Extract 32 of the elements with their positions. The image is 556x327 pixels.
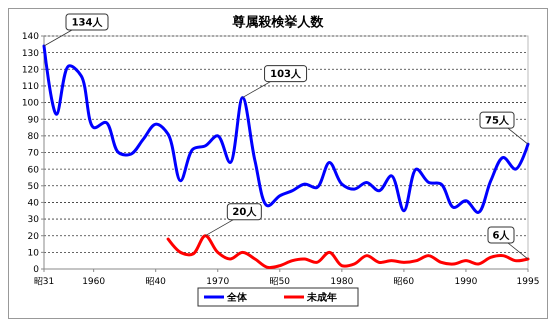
x-tick-label: 昭50 (270, 276, 290, 287)
y-tick-label: 120 (22, 65, 40, 76)
x-tick-label: 昭31 (34, 276, 54, 287)
x-tick-label: 1980 (330, 277, 354, 287)
y-tick-label: 100 (22, 98, 40, 109)
y-tick-label: 90 (28, 115, 40, 126)
x-tick-label: 1990 (454, 277, 478, 287)
y-tick-label: 30 (28, 215, 40, 226)
y-tick-label: 10 (28, 248, 40, 259)
x-tick-label: 1995 (516, 277, 540, 287)
legend-label: 未成年 (306, 292, 337, 304)
annotation: 6人 (492, 230, 510, 242)
x-tick-label: 昭40 (145, 276, 166, 287)
chart-title: 尊属殺検挙人数 (232, 14, 324, 30)
y-tick-label: 20 (28, 232, 40, 242)
y-tick-label: 130 (22, 48, 40, 59)
y-tick-label: 40 (28, 198, 40, 209)
y-tick-label: 0 (33, 265, 40, 276)
y-tick-label: 70 (28, 148, 40, 159)
y-tick-label: 50 (28, 182, 40, 192)
y-tick-label: 80 (28, 132, 40, 142)
x-tick-label: 昭60 (394, 276, 414, 287)
y-tick-label: 110 (22, 82, 40, 92)
x-tick-label: 1970 (206, 277, 230, 287)
legend-label: 全体 (226, 292, 248, 304)
annotation: 20人 (232, 206, 258, 218)
annotation: 75人 (485, 114, 510, 127)
y-tick-label: 60 (28, 165, 40, 176)
annotation: 103人 (270, 68, 302, 80)
annotation: 134人 (72, 16, 104, 28)
y-tick-label: 140 (22, 32, 40, 42)
x-tick-label: 1960 (82, 277, 106, 287)
